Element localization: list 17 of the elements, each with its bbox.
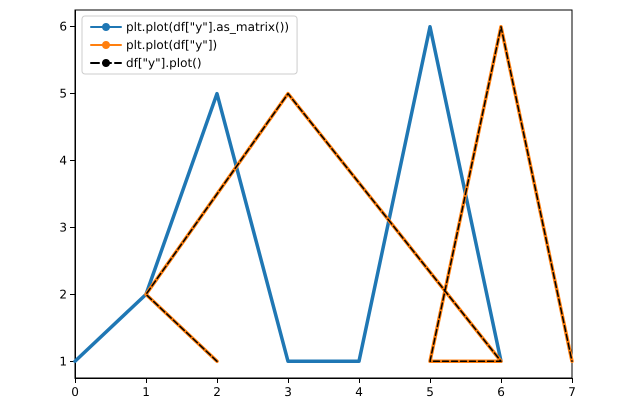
x-tick-label: 3 (284, 385, 292, 399)
y-tick-label: 2 (59, 287, 67, 302)
x-tick-label: 2 (213, 385, 221, 399)
x-tick-label: 5 (426, 385, 434, 399)
x-tick-label: 1 (142, 385, 150, 399)
x-tick-label: 4 (355, 385, 363, 399)
y-tick-label: 4 (59, 154, 67, 168)
x-tick-label: 7 (568, 385, 576, 399)
x-tick-label: 0 (71, 385, 79, 399)
x-tick-label: 6 (497, 385, 505, 399)
legend-label: df["y"].plot() (126, 56, 202, 70)
legend-label: plt.plot(df["y"]) (126, 38, 218, 52)
legend-label: plt.plot(df["y"].as_matrix()) (126, 20, 290, 34)
y-tick-label: 6 (59, 20, 67, 34)
y-tick-label: 1 (59, 354, 67, 368)
y-tick-label: 5 (59, 86, 67, 101)
y-tick-label: 3 (59, 220, 67, 234)
